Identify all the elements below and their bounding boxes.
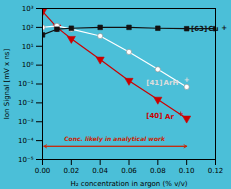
svg-text:H₂ concentration in argon (% v: H₂ concentration in argon (% v/v) bbox=[70, 180, 187, 188]
svg-text:[41]: [41] bbox=[146, 79, 162, 87]
svg-text:0.06: 0.06 bbox=[121, 167, 137, 175]
svg-text:Cu: Cu bbox=[208, 25, 218, 33]
svg-text:10³: 10³ bbox=[22, 5, 34, 13]
svg-text:10⁰: 10⁰ bbox=[22, 61, 34, 69]
svg-text:Ar: Ar bbox=[165, 113, 174, 121]
svg-text:10⁻⁴: 10⁻⁴ bbox=[18, 137, 34, 145]
svg-text:0.12: 0.12 bbox=[208, 167, 224, 175]
svg-text:0.10: 0.10 bbox=[179, 167, 195, 175]
svg-text:+: + bbox=[178, 110, 184, 118]
svg-text:0.02: 0.02 bbox=[64, 167, 80, 175]
svg-text:10²: 10² bbox=[22, 24, 34, 32]
svg-text:+: + bbox=[221, 24, 227, 32]
svg-text:0.00: 0.00 bbox=[35, 167, 51, 175]
svg-text:Ion Signal [mV x ns]: Ion Signal [mV x ns] bbox=[3, 48, 11, 119]
svg-text:+: + bbox=[184, 76, 190, 84]
svg-text:10¹: 10¹ bbox=[22, 42, 34, 50]
svg-text:0.08: 0.08 bbox=[150, 167, 166, 175]
svg-text:0.04: 0.04 bbox=[92, 167, 108, 175]
svg-text:Conc. likely in analytical wor: Conc. likely in analytical work bbox=[64, 135, 166, 143]
svg-text:10⁻¹: 10⁻¹ bbox=[18, 80, 34, 88]
svg-text:[40]: [40] bbox=[146, 112, 162, 120]
svg-text:10⁻⁵: 10⁻⁵ bbox=[18, 156, 34, 164]
svg-text:ArH: ArH bbox=[164, 79, 179, 87]
svg-text:10⁻³: 10⁻³ bbox=[18, 118, 34, 126]
svg-text:10⁻²: 10⁻² bbox=[18, 99, 34, 107]
svg-text:[63]: [63] bbox=[191, 25, 207, 33]
